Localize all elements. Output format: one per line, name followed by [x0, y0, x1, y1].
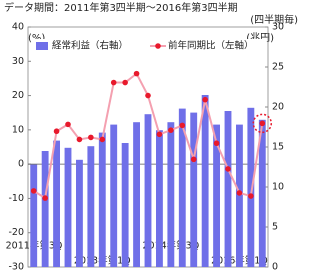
point — [168, 127, 174, 133]
point — [76, 136, 83, 143]
bar — [258, 119, 266, 267]
point — [179, 122, 186, 129]
y-tick-label: 30 — [12, 56, 24, 67]
bar — [41, 151, 49, 267]
bar — [121, 143, 129, 267]
point — [122, 79, 128, 86]
y-axis-label: (%) — [28, 33, 45, 44]
point — [190, 156, 197, 163]
point — [236, 190, 243, 196]
y2-tick-label: 20 — [272, 102, 284, 113]
legend-marker — [155, 43, 161, 49]
point — [133, 70, 140, 77]
y2-tick-label: 10 — [272, 182, 284, 193]
y2-tick-label: 15 — [272, 142, 284, 153]
bar — [167, 122, 175, 267]
point — [145, 92, 151, 99]
point — [213, 140, 220, 147]
y-tick-label: -10 — [8, 193, 24, 204]
point — [30, 188, 37, 194]
point — [99, 136, 106, 143]
bar — [53, 140, 60, 267]
point — [225, 166, 231, 172]
y2-tick-label: 30 — [272, 22, 284, 33]
bar — [133, 122, 140, 267]
y-tick-label: 0 — [18, 159, 24, 170]
point — [65, 121, 71, 128]
bar — [64, 147, 72, 267]
y-tick-label: -20 — [8, 227, 24, 238]
bar — [236, 124, 243, 267]
point — [156, 131, 163, 138]
subtitle: データ期間：2011年第3四半期～2016年第3四半期 — [4, 1, 238, 14]
bar — [30, 164, 38, 267]
legend-label: 前年同期比（左軸） — [168, 40, 254, 52]
bar — [87, 146, 95, 267]
y2-tick-label: 25 — [272, 62, 284, 73]
point — [42, 195, 48, 201]
point — [110, 79, 117, 86]
bar — [247, 107, 255, 267]
legend-swatch — [36, 42, 48, 50]
y-tick-label: 20 — [12, 90, 24, 101]
bar — [190, 112, 198, 267]
bar — [201, 95, 209, 267]
point — [53, 128, 60, 135]
y-tick-label: -30 — [8, 262, 24, 272]
point — [202, 96, 208, 103]
bar — [110, 124, 118, 267]
note: (四半期毎) — [250, 13, 298, 26]
bar — [98, 132, 106, 267]
y2-tick-label: 0 — [272, 262, 278, 272]
point — [248, 193, 254, 199]
bar — [213, 124, 220, 267]
bar — [144, 114, 152, 267]
bar — [224, 111, 232, 267]
bar — [178, 108, 186, 267]
y2-tick-label: 5 — [272, 222, 278, 233]
legend-box — [32, 39, 264, 53]
point — [259, 120, 266, 127]
bar — [156, 130, 163, 267]
point — [88, 134, 94, 141]
highlight-ring — [252, 113, 273, 134]
bar — [76, 159, 83, 267]
y-tick-label: 10 — [12, 124, 24, 135]
y-tick-label: 40 — [12, 22, 24, 33]
chart: データ期間：2011年第3四半期～2016年第3四半期 (四半期毎) (%) (… — [4, 1, 298, 272]
legend-label: 経常利益（右軸） — [52, 40, 128, 52]
